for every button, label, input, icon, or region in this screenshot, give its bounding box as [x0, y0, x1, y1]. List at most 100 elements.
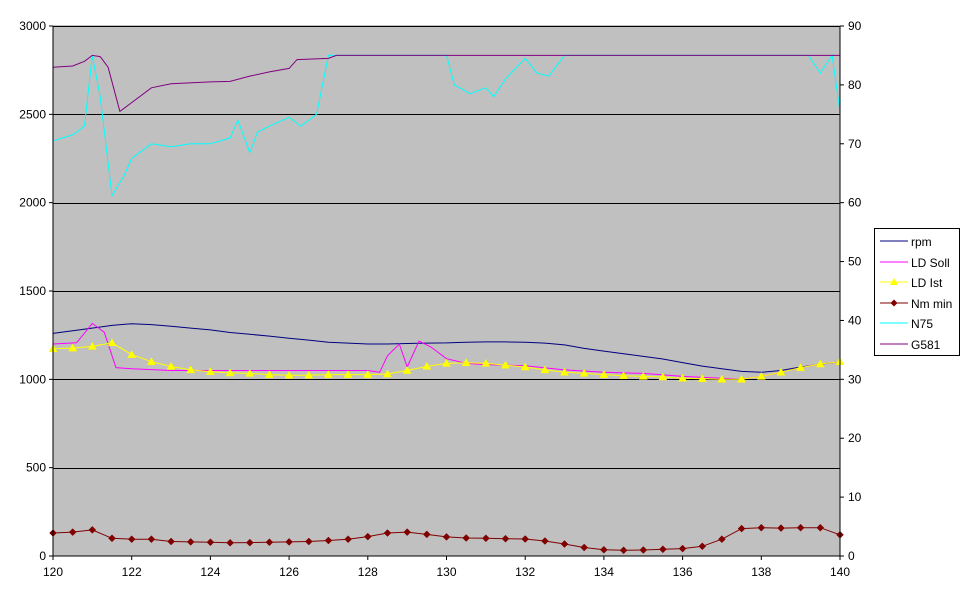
data-point	[363, 532, 372, 541]
series-g581	[52, 54, 841, 113]
data-point	[541, 537, 549, 545]
data-point	[127, 350, 137, 358]
data-point	[638, 371, 648, 380]
data-point	[697, 374, 707, 382]
data-point	[383, 529, 392, 537]
y2-tick-label: 80	[848, 78, 862, 92]
y-tick-label: 1000	[19, 372, 46, 386]
legend-label: LD Soll	[911, 255, 950, 270]
y-tick-label: 2500	[19, 107, 46, 121]
y2-tick-label: 90	[848, 19, 862, 33]
data-point	[658, 372, 668, 381]
data-point	[108, 534, 116, 543]
data-point	[580, 543, 589, 552]
y2-tick-label: 10	[848, 490, 862, 504]
data-point	[304, 370, 314, 379]
data-point	[265, 538, 274, 547]
data-point	[402, 365, 412, 374]
data-point	[717, 374, 727, 383]
data-point	[166, 361, 176, 370]
data-point	[737, 524, 746, 533]
data-point	[619, 546, 628, 555]
data-point	[226, 538, 234, 547]
data-point	[167, 537, 175, 546]
y2-tick-label: 20	[848, 431, 862, 445]
y2-tick-label: 40	[848, 313, 862, 327]
gridlines	[53, 26, 840, 469]
series-ld-ist	[48, 338, 845, 383]
data-point	[796, 523, 805, 532]
data-point	[68, 343, 78, 352]
series-nm-min	[49, 523, 844, 555]
x-tick-label: 134	[594, 565, 614, 579]
legend-swatch	[880, 261, 908, 262]
data-point	[363, 370, 373, 378]
data-point	[777, 524, 785, 532]
data-point	[756, 371, 766, 380]
x-tick-label: 140	[830, 565, 850, 579]
legend-item: N75	[875, 315, 959, 331]
legend-item: rpm	[875, 233, 959, 249]
data-point	[815, 359, 825, 368]
data-point	[422, 530, 431, 539]
data-point	[422, 361, 432, 370]
legend-item: G581	[875, 336, 959, 352]
data-point	[225, 368, 235, 377]
series-line	[52, 54, 841, 113]
data-point	[560, 540, 569, 548]
data-point	[560, 367, 569, 376]
data-point	[344, 535, 352, 544]
data-point	[520, 362, 530, 371]
y-tick-label: 1500	[19, 284, 46, 298]
legend-swatch	[880, 322, 908, 324]
data-point	[757, 523, 766, 532]
data-point	[540, 365, 550, 374]
y2-tick-label: 50	[848, 255, 862, 269]
data-point	[68, 528, 77, 536]
legend: rpm LD Soll LD Ist Nm min N75 G581	[874, 228, 960, 356]
data-point	[678, 544, 687, 553]
data-point	[442, 358, 451, 367]
legend-label: G581	[911, 337, 941, 352]
data-point	[776, 367, 786, 376]
y-tick-label: 500	[26, 461, 46, 475]
data-point	[678, 373, 688, 382]
axes-layer: 0 500 1000 1500 2000 2500 3000 0 10 20 30 40 50 60 70 8…	[19, 19, 861, 579]
x-tick-label: 124	[200, 565, 220, 579]
y-tick-label: 0	[39, 549, 46, 563]
data-point	[600, 545, 608, 554]
data-point	[285, 538, 293, 546]
legend-swatch	[880, 299, 908, 306]
data-point	[639, 546, 648, 554]
data-point	[127, 535, 136, 544]
data-point	[304, 537, 313, 546]
legend-label: N75	[911, 317, 934, 331]
y2-tick-label: 60	[848, 196, 862, 210]
data-point	[205, 367, 215, 375]
x-tick-label: 136	[673, 565, 693, 579]
data-point	[245, 538, 254, 547]
data-point	[816, 523, 825, 532]
x-tick-label: 138	[751, 565, 771, 579]
y2-tick-label: 0	[848, 549, 855, 563]
data-point	[88, 526, 97, 534]
data-point	[482, 534, 490, 543]
data-point	[599, 370, 609, 378]
data-point	[481, 358, 491, 367]
legend-item: LD Ist	[875, 274, 959, 290]
y-tick-label: 2000	[19, 196, 46, 210]
series-line	[52, 54, 841, 198]
series-layer	[48, 54, 845, 555]
data-point	[619, 371, 629, 380]
y-tick-label: 3000	[19, 19, 46, 33]
data-point	[146, 357, 156, 365]
series-n75	[52, 54, 841, 198]
legend-label: LD Ist	[911, 276, 943, 290]
data-point	[343, 370, 353, 378]
data-point	[107, 338, 117, 347]
data-point	[245, 368, 255, 377]
data-point	[264, 370, 274, 378]
data-point	[737, 374, 747, 383]
data-point	[521, 535, 530, 543]
